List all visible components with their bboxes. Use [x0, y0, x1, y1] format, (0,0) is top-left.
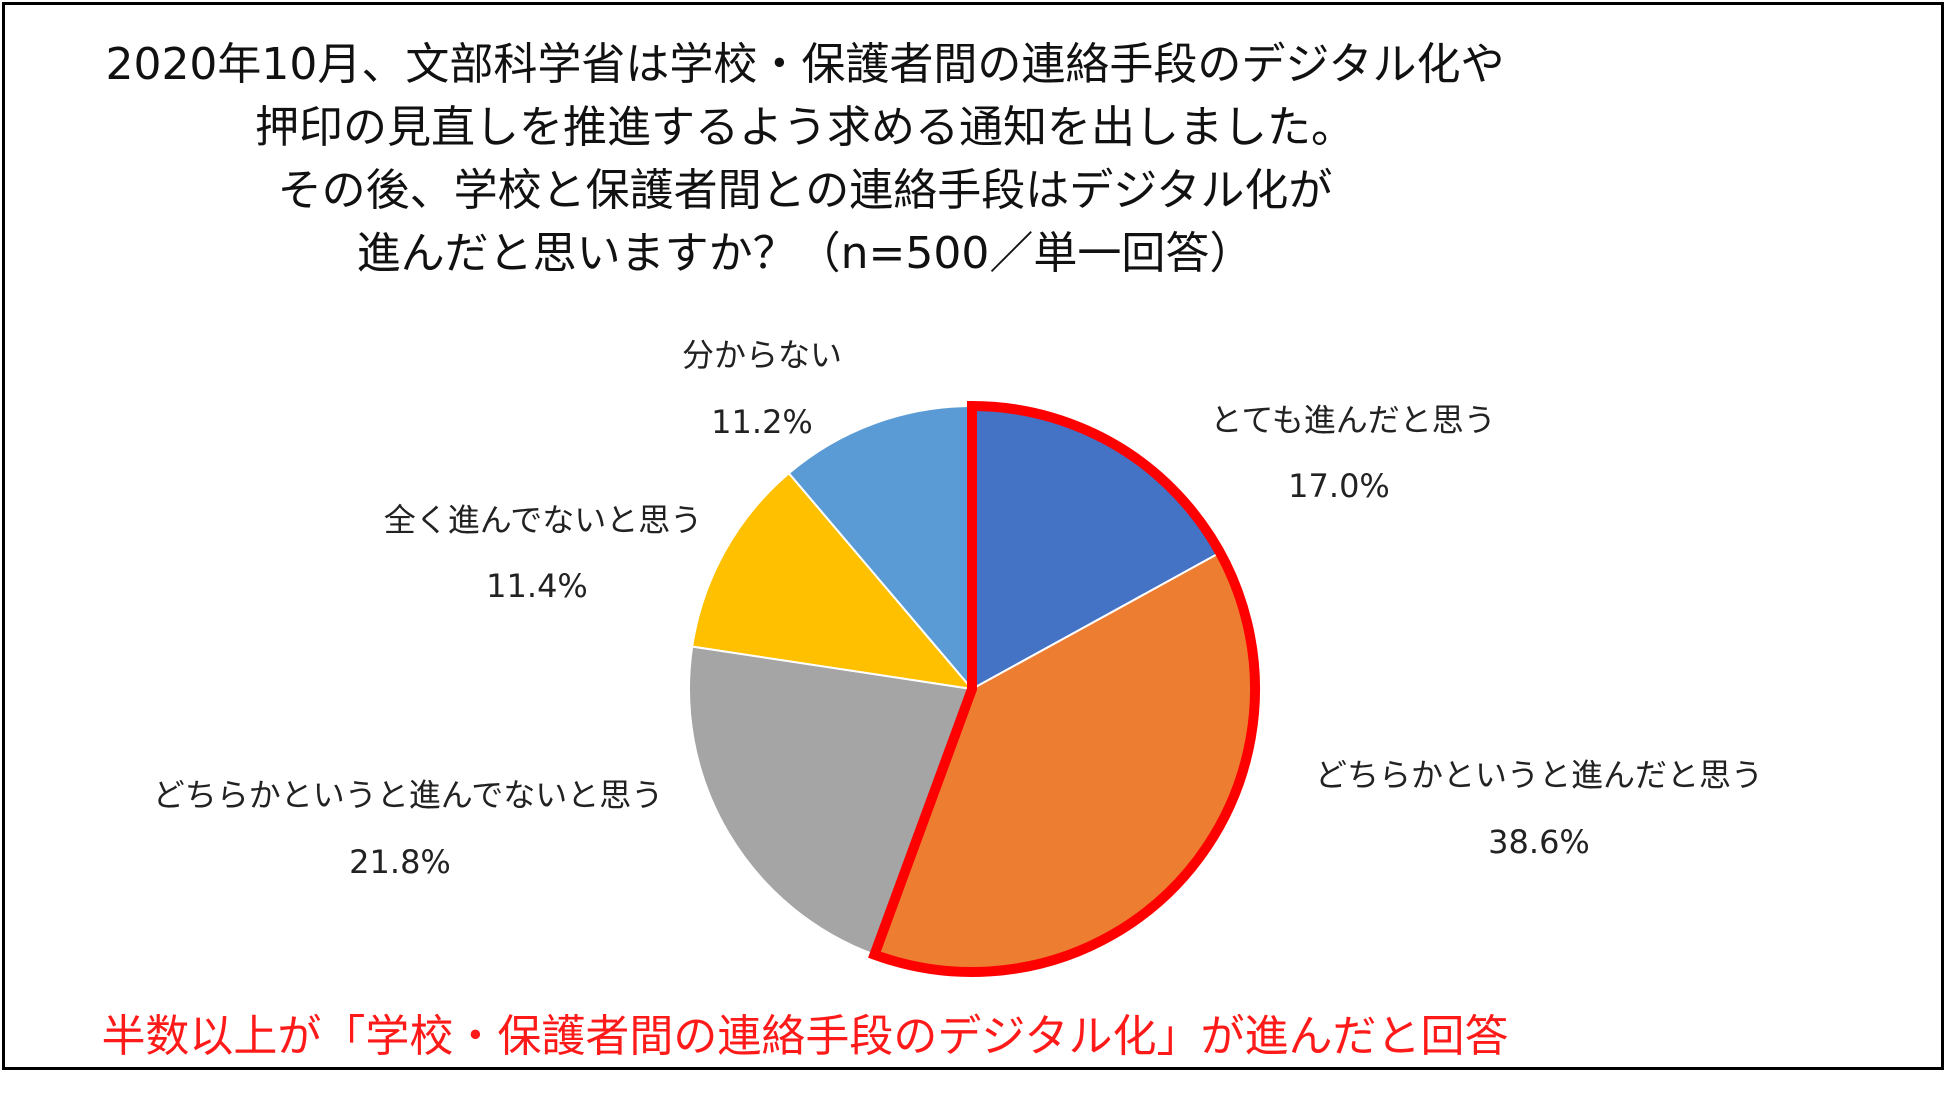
chart-title: 2020年10月、文部科学省は学校・保護者間の連絡手段のデジタル化や 押印の見直… — [5, 33, 1605, 285]
category-label-very-progressed: とても進んだと思う — [1210, 401, 1496, 439]
title-line-2: 押印の見直しを推進するよう求める通知を出しました。 — [255, 102, 1355, 153]
value-label-dont-know: 11.2% — [711, 403, 813, 441]
value-label-somewhat-not-progressed: 21.8% — [349, 843, 451, 881]
category-label-not-progressed: 全く進んでないと思う — [383, 501, 703, 539]
category-label-somewhat-not-progressed: どちらかというと進んでないと思う — [152, 776, 664, 814]
category-label-dont-know: 分からない — [681, 336, 843, 374]
slice-dont-know — [787, 404, 973, 692]
highlight-outline — [868, 400, 1260, 977]
title-line-3: その後、学校と保護者間との連絡手段はデジタル化が — [277, 165, 1333, 216]
chart-frame: 2020年10月、文部科学省は学校・保護者間の連絡手段のデジタル化や 押印の見直… — [2, 2, 1944, 1070]
slice-not-progressed — [691, 471, 975, 691]
title-line-1: 2020年10月、文部科学省は学校・保護者間の連絡手段のデジタル化や — [105, 39, 1505, 90]
category-label-somewhat-progressed: どちらかというと進んだと思う — [1314, 756, 1764, 794]
conclusion-text: 半数以上が「学校・保護者間の連絡手段のデジタル化」が進んだと回答 — [101, 1011, 1509, 1062]
title-line-4: 進んだと思いますか？（n=500／単一回答） — [356, 228, 1254, 279]
value-label-somewhat-progressed: 38.6% — [1488, 823, 1590, 861]
value-label-very-progressed: 17.0% — [1288, 467, 1390, 505]
pie-chart — [688, 400, 1260, 977]
value-label-not-progressed: 11.4% — [486, 567, 588, 605]
